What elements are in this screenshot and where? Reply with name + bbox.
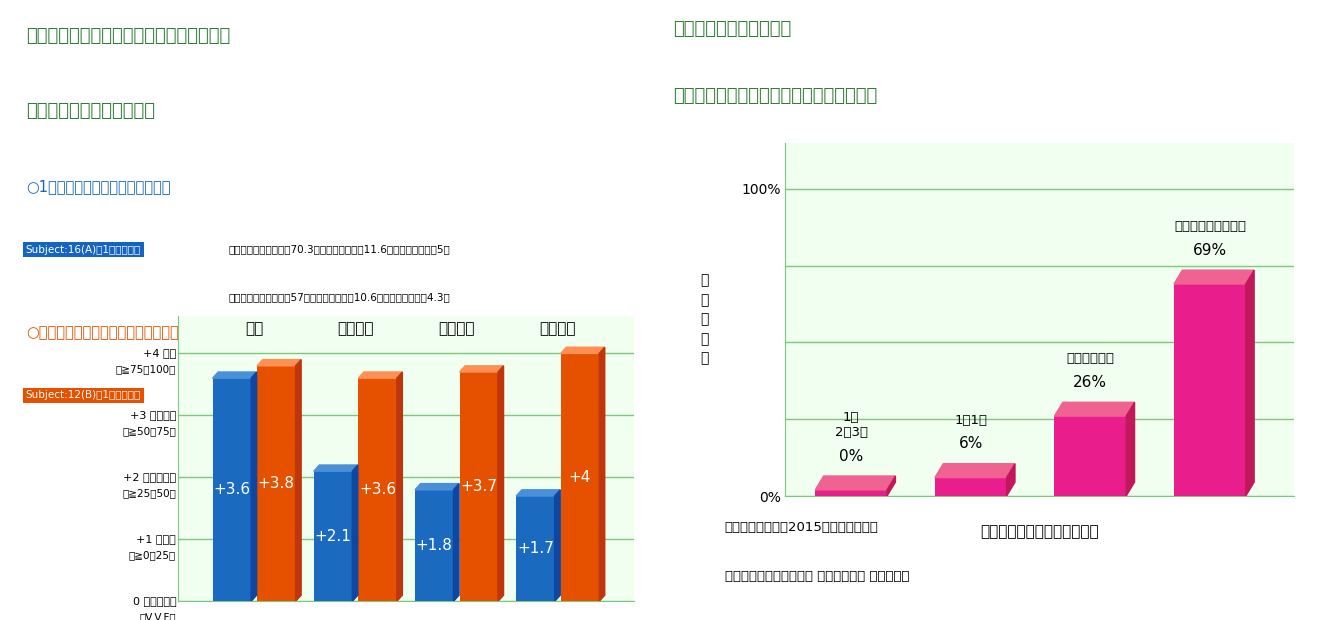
Text: +1.8: +1.8 bbox=[416, 538, 453, 553]
Text: 岡山大学歯学部名誉教授 山下歯科医院 山下敦院長: 岡山大学歯学部名誉教授 山下歯科医院 山下敦院長 bbox=[725, 570, 909, 583]
Polygon shape bbox=[1173, 270, 1254, 284]
Text: （≧50〜75）: （≧50〜75） bbox=[123, 426, 176, 436]
Bar bbox=[358, 378, 397, 601]
Text: （≧0〜25）: （≧0〜25） bbox=[129, 550, 176, 560]
Text: +3.6: +3.6 bbox=[359, 482, 396, 497]
Text: 毎日ではない: 毎日ではない bbox=[1067, 352, 1114, 365]
Bar bbox=[1173, 284, 1246, 496]
Bar bbox=[1055, 416, 1126, 496]
Text: 1日1回: 1日1回 bbox=[954, 414, 987, 427]
Polygon shape bbox=[1007, 464, 1015, 496]
Polygon shape bbox=[498, 366, 503, 601]
Text: +3.6: +3.6 bbox=[214, 482, 251, 497]
Text: タンパク分解型除菌ポイックウォーターの: タンパク分解型除菌ポイックウォーターの bbox=[26, 27, 230, 45]
Polygon shape bbox=[1126, 402, 1135, 496]
Text: 日本補綴歯科学会2015年発表資料より: 日本補綴歯科学会2015年発表資料より bbox=[725, 521, 879, 534]
Polygon shape bbox=[554, 490, 560, 601]
Text: 69%: 69% bbox=[1193, 243, 1228, 258]
Polygon shape bbox=[935, 464, 1015, 477]
Text: 1日
2〜3回: 1日 2〜3回 bbox=[834, 411, 867, 439]
Polygon shape bbox=[1055, 402, 1135, 416]
Text: 男性８人　平均年齢（70.3）平均治療歯数（11.6）平均欠損歯数（5）: 男性８人 平均年齢（70.3）平均治療歯数（11.6）平均欠損歯数（5） bbox=[228, 244, 450, 255]
Text: Subject:12(B)（1年４ヶ月）: Subject:12(B)（1年４ヶ月） bbox=[26, 391, 141, 401]
Bar bbox=[213, 378, 251, 601]
Polygon shape bbox=[1246, 270, 1254, 496]
Text: 女性８人　平均年齢（57）平均治療歯数（10.6）平均欠損歯数（4.3）: 女性８人 平均年齢（57）平均治療歯数（10.6）平均欠損歯数（4.3） bbox=[228, 292, 450, 302]
Text: 全く使用していない: 全く使用していない bbox=[1173, 220, 1246, 233]
Bar bbox=[935, 477, 1007, 496]
Polygon shape bbox=[454, 484, 459, 601]
Text: +3.8: +3.8 bbox=[257, 476, 294, 491]
Bar bbox=[459, 372, 498, 601]
Polygon shape bbox=[459, 366, 503, 372]
Text: 26%: 26% bbox=[1073, 375, 1107, 390]
Text: +1.7: +1.7 bbox=[517, 541, 554, 556]
Text: ポイックウォーター使用回数: ポイックウォーター使用回数 bbox=[981, 525, 1098, 539]
Polygon shape bbox=[516, 490, 560, 496]
Bar bbox=[561, 353, 599, 601]
Polygon shape bbox=[296, 360, 301, 601]
Polygon shape bbox=[887, 476, 895, 496]
Text: （≧75〜100）: （≧75〜100） bbox=[116, 364, 176, 374]
Text: ６ヶ月後: ６ヶ月後 bbox=[438, 321, 475, 336]
Text: ○ブラッシングのみでまったく使用していない場合: ○ブラッシングのみでまったく使用していない場合 bbox=[26, 325, 231, 340]
Text: 初回: 初回 bbox=[246, 321, 263, 336]
Polygon shape bbox=[414, 484, 459, 490]
Text: （V.V.F）: （V.V.F） bbox=[140, 612, 176, 620]
Text: ３ヶ月後: ３ヶ月後 bbox=[337, 321, 374, 336]
Polygon shape bbox=[257, 360, 301, 366]
Bar bbox=[257, 366, 296, 601]
Bar bbox=[414, 490, 454, 601]
Polygon shape bbox=[358, 372, 403, 378]
Text: +3 やや多い: +3 やや多い bbox=[129, 410, 176, 420]
Text: 虫
歯
発
生
率: 虫 歯 発 生 率 bbox=[700, 273, 709, 365]
Polygon shape bbox=[599, 347, 605, 601]
Text: 0 大変少ない: 0 大変少ない bbox=[132, 596, 176, 606]
Text: +2 やや少ない: +2 やや少ない bbox=[123, 472, 176, 482]
Polygon shape bbox=[251, 372, 256, 601]
Polygon shape bbox=[352, 465, 358, 601]
Text: 男性８人　平均年齢（70.3）平均治療歯数（11.6）平均欠損歯数（5）: 男性８人 平均年齢（70.3）平均治療歯数（11.6）平均欠損歯数（5） bbox=[228, 391, 450, 401]
Text: ○1日に２〜３回使用している場合: ○1日に２〜３回使用している場合 bbox=[26, 179, 170, 194]
Text: 過去１年４か月における: 過去１年４か月における bbox=[673, 19, 791, 38]
Text: 使用回数と口腔細菌の変化: 使用回数と口腔細菌の変化 bbox=[26, 102, 154, 120]
Polygon shape bbox=[213, 372, 256, 378]
Text: +2.1: +2.1 bbox=[314, 529, 351, 544]
Text: 6%: 6% bbox=[958, 436, 983, 451]
Text: 0%: 0% bbox=[840, 449, 863, 464]
Text: （≧25〜50）: （≧25〜50） bbox=[123, 488, 176, 498]
Polygon shape bbox=[397, 372, 403, 601]
Polygon shape bbox=[314, 465, 358, 471]
Text: +3.7: +3.7 bbox=[461, 479, 498, 494]
Bar bbox=[314, 471, 352, 601]
Bar bbox=[816, 490, 887, 496]
Text: Subject:16(A)（1年４ヶ月）: Subject:16(A)（1年４ヶ月） bbox=[26, 244, 141, 255]
Polygon shape bbox=[561, 347, 605, 353]
Text: +4: +4 bbox=[569, 470, 591, 485]
Bar bbox=[516, 496, 554, 601]
Text: +4 多い: +4 多い bbox=[143, 348, 176, 358]
Text: 女性８人　平均年齢（57）平均治療歯数（10.6）平均欠損歯数（4.3）: 女性８人 平均年齢（57）平均治療歯数（10.6）平均欠損歯数（4.3） bbox=[228, 438, 450, 448]
Text: +1 少ない: +1 少ない bbox=[136, 534, 176, 544]
Text: ９ヶ月後: ９ヶ月後 bbox=[540, 321, 576, 336]
Polygon shape bbox=[816, 476, 895, 490]
Text: ポイックウォーター使用回数と虫歯発生率: ポイックウォーター使用回数と虫歯発生率 bbox=[673, 87, 878, 105]
